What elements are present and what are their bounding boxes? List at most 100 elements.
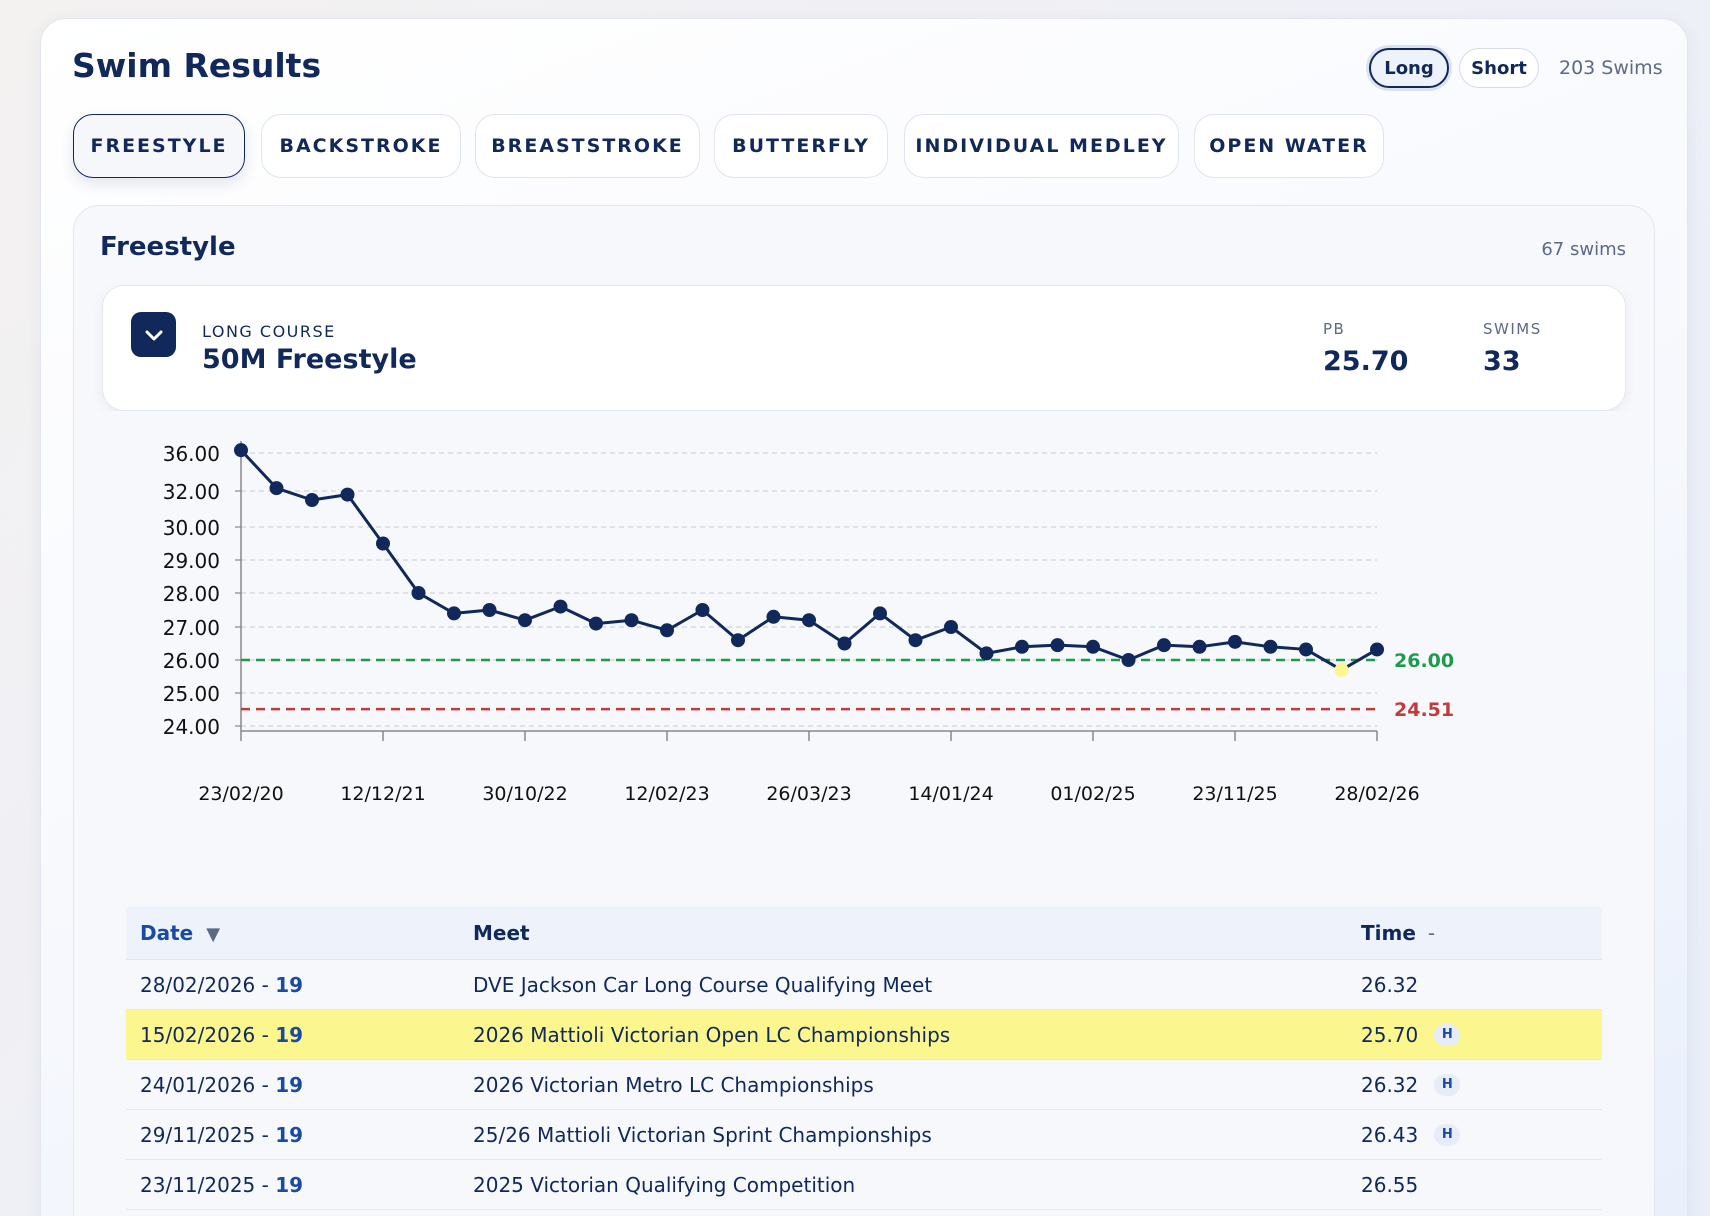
time-sort-indicator: - xyxy=(1427,921,1436,945)
table-row[interactable]: 24/01/2026 - 19 2026 Victorian Metro LC C… xyxy=(126,1060,1602,1110)
row-date: 28/02/2026 - 19 xyxy=(126,973,473,997)
tab-freestyle[interactable]: FREESTYLE xyxy=(73,114,245,178)
data-point xyxy=(518,613,532,628)
tab-butterfly[interactable]: BUTTERFLY xyxy=(714,114,888,178)
row-time: 26.55 xyxy=(1361,1173,1601,1197)
data-point xyxy=(1050,638,1065,653)
data-point xyxy=(269,481,284,496)
date-value: 23/11/2025 xyxy=(140,1172,256,1197)
total-swims-count: 203 Swims xyxy=(1559,57,1663,79)
heat-badge: H xyxy=(1434,1073,1461,1096)
time-value: 26.43 xyxy=(1361,1122,1419,1147)
data-point xyxy=(1157,638,1171,653)
meet-name: DVE Jackson Car Long Course Qualifying M… xyxy=(473,972,933,997)
data-point xyxy=(766,609,781,624)
age-value: 19 xyxy=(275,972,304,997)
sort-down-icon: ▼ xyxy=(206,924,221,945)
event-header[interactable]: LONG COURSE 50M Freestyle PB 25.70 SWIMS… xyxy=(102,285,1626,411)
data-point xyxy=(979,646,994,661)
heat-badge: H xyxy=(1434,1023,1461,1046)
data-point xyxy=(660,623,674,638)
table-header: Date ▼ Meet Time - xyxy=(126,907,1602,960)
x-tick-label: 01/02/25 xyxy=(1050,783,1135,805)
table-row[interactable]: 23/11/2025 - 19 2025 Victorian Qualifying… xyxy=(126,1160,1602,1210)
age-value: 19 xyxy=(275,1072,304,1097)
time-header-label: Time xyxy=(1361,921,1416,945)
tab-breaststroke[interactable]: BREASTSTROKE xyxy=(475,114,700,178)
meet-name: 2026 Mattioli Victorian Open LC Champion… xyxy=(473,1022,951,1047)
row-date: 24/01/2026 - 19 xyxy=(126,1073,473,1097)
data-point xyxy=(234,443,248,458)
data-point xyxy=(1299,642,1313,657)
x-tick-label: 12/12/21 xyxy=(340,783,425,805)
row-date: 29/11/2025 - 19 xyxy=(126,1123,473,1147)
data-point xyxy=(447,606,461,621)
y-tick-label: 27.00 xyxy=(163,616,220,640)
row-time: 26.32 xyxy=(1361,973,1601,997)
y-tick-label: 24.00 xyxy=(163,715,220,739)
chevron-down-icon xyxy=(145,330,162,340)
time-value: 26.32 xyxy=(1361,1072,1419,1097)
data-point xyxy=(802,613,816,628)
y-tick-label: 28.00 xyxy=(163,582,220,606)
pb-value: 25.70 xyxy=(1323,346,1409,377)
table-row[interactable]: 28/02/2026 - 19 DVE Jackson Car Long Cour… xyxy=(126,960,1602,1010)
row-time: 25.70 H xyxy=(1361,1023,1601,1047)
data-point xyxy=(1015,639,1029,654)
y-tick-label: 36.00 xyxy=(163,442,220,466)
date-separator: - xyxy=(261,1122,269,1147)
data-point xyxy=(411,586,426,600)
collapse-toggle-button[interactable] xyxy=(131,312,176,357)
data-point xyxy=(695,603,710,617)
x-tick-label: 28/02/26 xyxy=(1334,783,1419,805)
swims-value: 33 xyxy=(1483,346,1521,377)
tab-individual-medley[interactable]: INDIVIDUAL MEDLEY xyxy=(904,114,1179,178)
y-tick-label: 32.00 xyxy=(163,480,220,504)
age-value: 19 xyxy=(275,1022,304,1047)
tab-open-water[interactable]: OPEN WATER xyxy=(1194,114,1384,178)
x-tick-label: 14/01/24 xyxy=(908,783,993,805)
meet-name: 2025 Victorian Qualifying Competition xyxy=(473,1172,856,1197)
progress-chart: 36.00 32.00 30.00 29.00 28.00 27.00 26.00 25.00… xyxy=(102,411,1626,891)
row-date: 23/11/2025 - 19 xyxy=(126,1173,473,1197)
data-point xyxy=(376,536,390,551)
date-separator: - xyxy=(261,1022,269,1047)
data-point xyxy=(1228,634,1242,649)
tab-backstroke[interactable]: BACKSTROKE xyxy=(261,114,461,178)
y-tick-label: 29.00 xyxy=(163,549,220,573)
date-value: 29/11/2025 xyxy=(140,1122,256,1147)
date-column-header[interactable]: Date ▼ xyxy=(126,921,473,945)
date-value: 28/02/2026 xyxy=(140,972,256,997)
reference-label: 26.00 xyxy=(1394,650,1454,672)
data-point xyxy=(1263,639,1278,654)
long-course-toggle[interactable]: Long xyxy=(1369,48,1449,88)
x-tick-label: 23/02/20 xyxy=(198,783,283,805)
swims-label: SWIMS xyxy=(1483,320,1542,338)
table-row[interactable]: 29/11/2025 - 19 25/26 Mattioli Victorian … xyxy=(126,1110,1602,1160)
short-course-toggle[interactable]: Short xyxy=(1459,48,1539,88)
pb-label: PB xyxy=(1323,320,1346,338)
page-title: Swim Results xyxy=(72,46,322,85)
data-point xyxy=(553,599,568,614)
date-separator: - xyxy=(261,1072,269,1097)
time-value: 26.55 xyxy=(1361,1172,1419,1197)
data-point xyxy=(1121,653,1136,667)
data-point xyxy=(340,487,355,502)
table-row[interactable]: 15/02/2026 - 19 2026 Mattioli Victorian O… xyxy=(126,1010,1602,1060)
section-title: Freestyle xyxy=(100,232,236,262)
meet-column-header[interactable]: Meet xyxy=(473,921,530,945)
date-separator: - xyxy=(261,1172,269,1197)
row-date: 15/02/2026 - 19 xyxy=(126,1023,473,1047)
y-tick-label: 26.00 xyxy=(163,649,220,673)
time-value: 25.70 xyxy=(1361,1022,1419,1047)
data-point xyxy=(873,606,887,621)
data-point xyxy=(731,633,745,648)
x-tick-label: 12/02/23 xyxy=(624,783,709,805)
data-point xyxy=(1370,642,1384,657)
event-name: 50M Freestyle xyxy=(202,344,417,375)
date-header-label: Date xyxy=(140,921,194,945)
x-tick-label: 26/03/23 xyxy=(766,783,851,805)
section-swim-count: 67 swims xyxy=(1541,239,1626,260)
age-value: 19 xyxy=(275,1122,304,1147)
time-column-header[interactable]: Time - xyxy=(1361,921,1601,945)
